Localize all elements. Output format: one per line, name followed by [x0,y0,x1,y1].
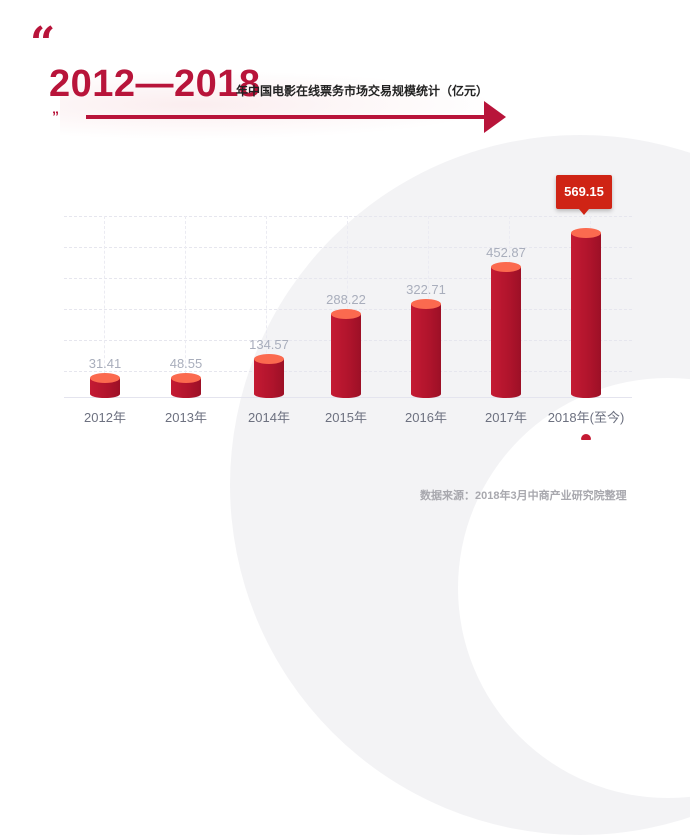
arrow-line [86,115,486,119]
bar-value-label: 288.22 [326,292,366,307]
bar-body [90,378,120,398]
gridline [64,278,632,279]
bar: 31.41 [89,357,121,398]
gridline-vertical [185,216,186,398]
title-subtitle: 年中国电影在线票务市场交易规模统计（亿元） [236,84,489,98]
bar-cap [411,299,441,309]
x-axis-label: 2016年 [405,410,447,425]
bar-value-label: 48.55 [169,356,203,371]
x-axis-label: 2012年 [84,410,126,425]
arrow-right-icon [484,101,506,133]
bar-value-label: 322.71 [406,282,446,297]
bar: 48.55 [170,357,202,398]
x-axis-label: 2018年(至今) [547,410,625,425]
bar [571,228,601,398]
bar-cap [491,262,521,272]
bar-value-label: 452.87 [486,245,526,260]
bar-body [571,233,601,398]
bar-value-label: 31.41 [88,356,122,371]
bar: 134.57 [249,338,289,398]
header-glow [60,70,500,140]
bar: 452.87 [486,246,526,398]
bar-body [331,314,361,398]
bar-value-label: 134.57 [249,337,289,352]
x-axis-label: 2013年 [165,410,207,425]
current-year-marker-icon [581,434,591,440]
gridline-vertical [104,216,105,398]
bar-cap [171,373,201,383]
bar-body [491,267,521,398]
bar-body [411,304,441,398]
highlight-callout: 569.15 [556,175,612,215]
bar-body [254,359,284,398]
bar: 288.22 [326,293,366,398]
data-source-note: 数据来源：2018年3月中商产业研究院整理 [420,490,627,502]
gridline-vertical [347,216,348,398]
x-axis-label: 2014年 [248,410,290,425]
bar-cap [571,228,601,238]
close-quote-icon: ” [52,108,59,124]
bar-cap [90,373,120,383]
title-years: 2012—2018 [49,63,261,105]
x-axis-label: 2015年 [325,410,367,425]
gridline-vertical [266,216,267,398]
bar-cap [331,309,361,319]
gridline [64,216,632,217]
bar: 322.71 [406,283,446,398]
open-quote-icon: “ [30,18,56,69]
gridline [64,247,632,248]
x-axis-label: 2017年 [485,410,527,425]
bar-cap [254,354,284,364]
bar-body [171,378,201,398]
